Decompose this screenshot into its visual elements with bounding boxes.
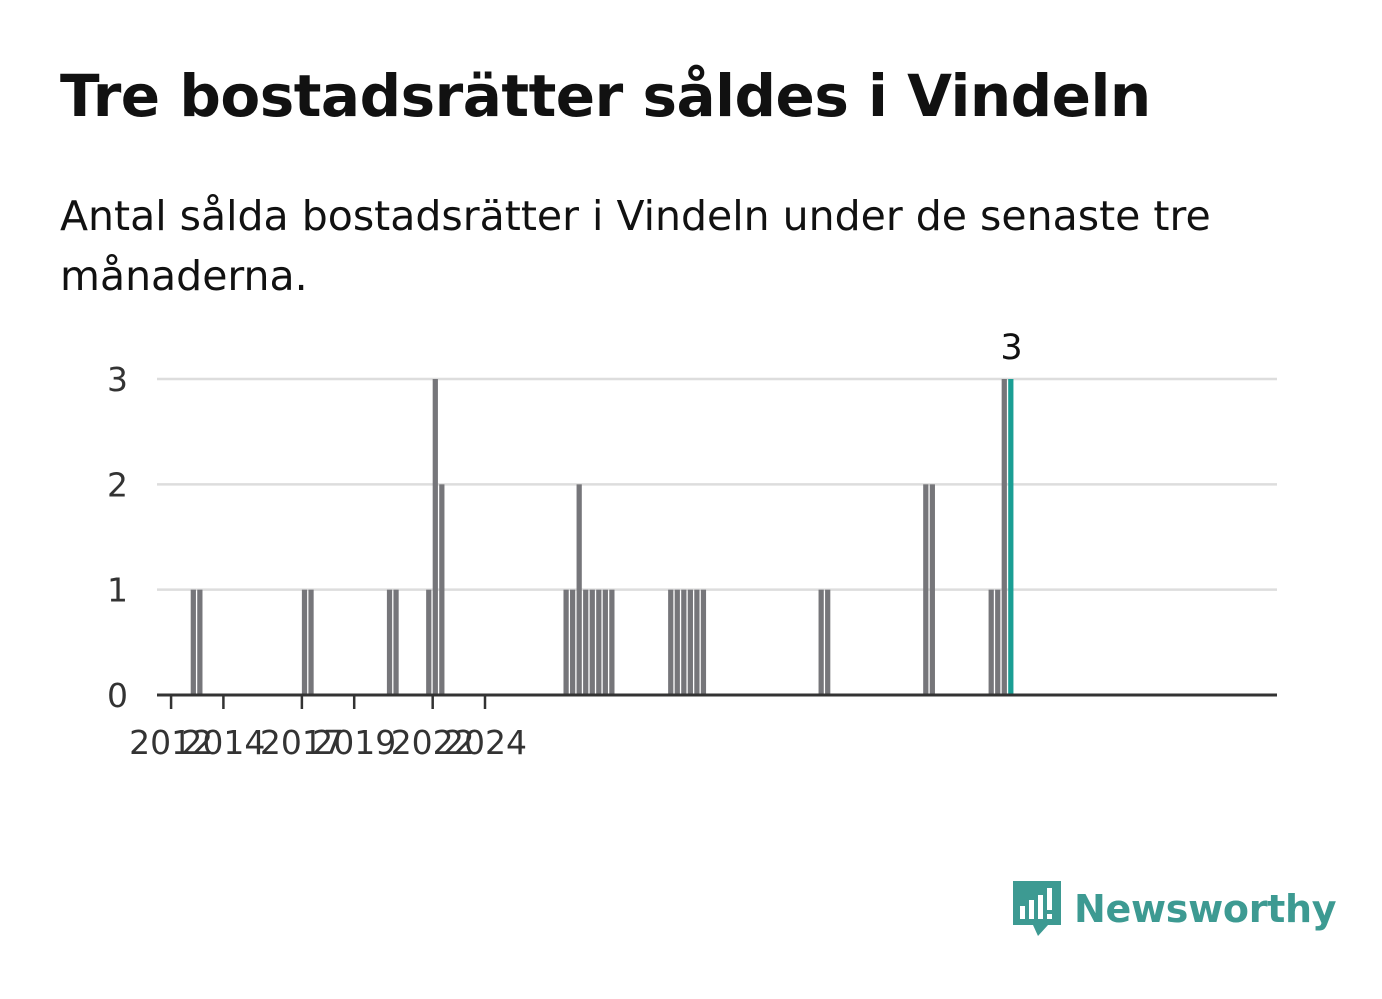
newsworthy-brand: Newsworthy	[1010, 878, 1337, 940]
bar	[668, 589, 674, 695]
x-tick-label: 2024	[443, 723, 527, 762]
bar	[308, 589, 314, 695]
bar	[988, 589, 994, 695]
x-tick-label: 2017	[260, 723, 344, 762]
bar	[190, 589, 196, 695]
chart-subtitle: Antal sålda bostadsrätter i Vindeln unde…	[60, 192, 1211, 300]
chart-title: Tre bostadsrätter såldes i Vindeln	[60, 62, 1151, 130]
bar	[609, 589, 615, 695]
newsworthy-logo-icon	[1013, 881, 1061, 936]
bar	[681, 589, 687, 695]
bar	[576, 484, 582, 695]
bar	[694, 589, 700, 695]
y-tick-label: 3	[107, 360, 128, 399]
bar	[432, 379, 438, 695]
bar	[929, 484, 935, 695]
bar	[570, 589, 576, 695]
highlight-bar	[1008, 379, 1014, 695]
highlight-value-label: 3	[1000, 328, 1022, 368]
bar	[393, 589, 399, 695]
y-tick-label: 1	[107, 571, 128, 610]
bar	[386, 589, 393, 695]
bar	[825, 589, 831, 695]
bar	[687, 589, 693, 695]
bar	[923, 484, 929, 695]
x-tick-label: 2012	[129, 723, 213, 762]
bar	[583, 589, 589, 695]
y-tick-label: 2	[107, 465, 128, 504]
bar	[439, 484, 445, 695]
x-tick-label: 2019	[312, 723, 396, 762]
bar	[563, 589, 569, 695]
x-tick-label: 2022	[391, 723, 475, 762]
y-tick-label: 0	[107, 676, 128, 715]
bar	[596, 589, 602, 695]
bar	[426, 589, 432, 695]
bar	[602, 589, 608, 695]
brand-name: Newsworthy	[1074, 887, 1337, 931]
x-tick-label: 2014	[181, 723, 265, 762]
bar	[197, 589, 203, 695]
bar	[674, 589, 680, 695]
bar	[700, 589, 707, 695]
bar	[301, 589, 308, 695]
bar	[818, 589, 824, 695]
bar	[589, 589, 595, 695]
bar	[1001, 379, 1007, 695]
bar	[995, 589, 1001, 695]
